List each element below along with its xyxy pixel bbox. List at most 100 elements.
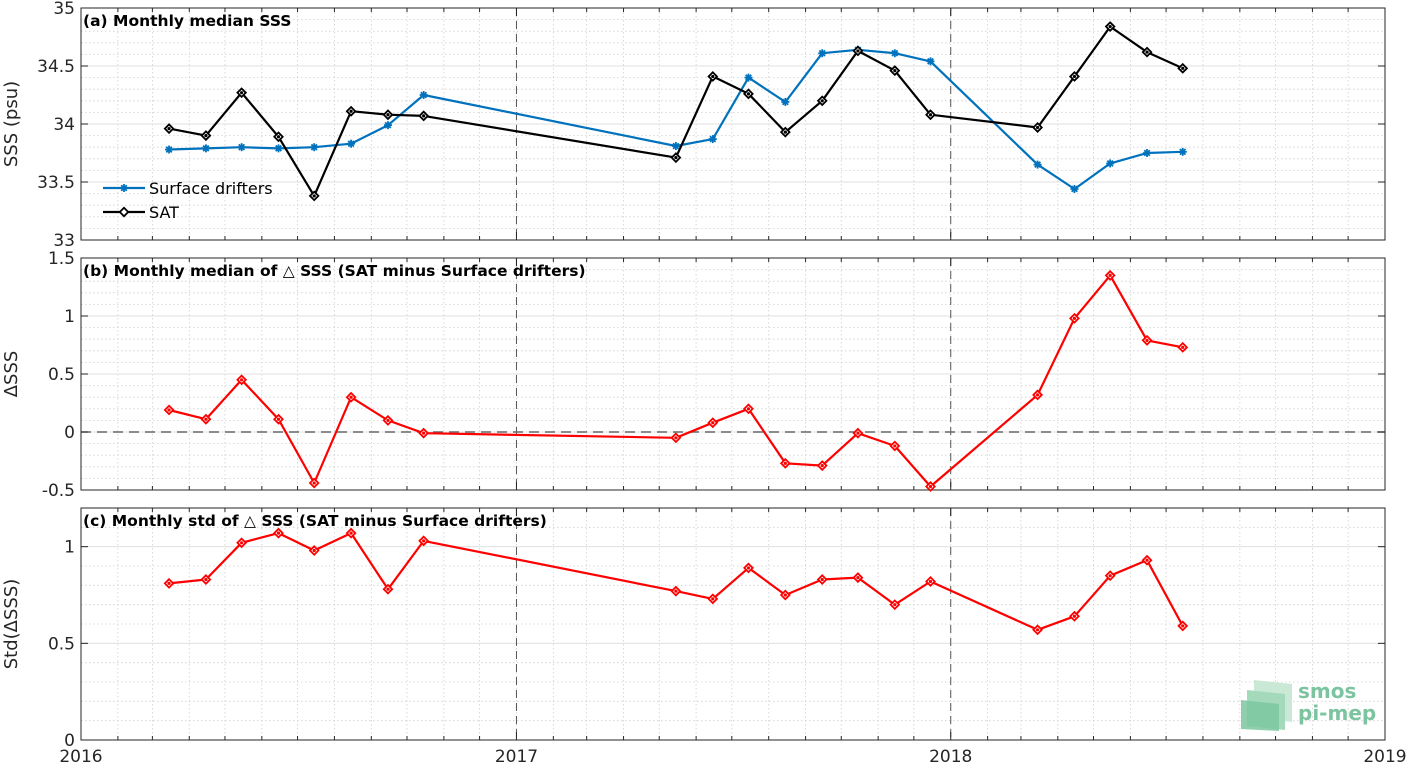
- data-point-center: [820, 577, 824, 582]
- data-point: [383, 121, 392, 130]
- x-tick-label: 2018: [929, 747, 972, 767]
- data-point-center: [928, 484, 933, 489]
- y-tick-label: 0.5: [48, 634, 75, 654]
- data-point-center: [711, 421, 715, 425]
- y-tick-label: 0: [64, 423, 75, 443]
- data-point-center: [349, 109, 353, 113]
- y-tick-label: 1: [64, 538, 75, 558]
- data-point-center: [204, 134, 208, 138]
- data-point-center: [167, 408, 171, 412]
- data-point-center: [820, 464, 824, 468]
- data-point-center: [204, 577, 208, 582]
- data-point: [744, 73, 753, 82]
- data-point-center: [746, 92, 751, 96]
- y-tick-label: 1.5: [48, 249, 75, 269]
- legend-label: SAT: [149, 203, 179, 222]
- data-point-center: [167, 127, 171, 131]
- data-point: [347, 139, 356, 148]
- data-point-center: [240, 378, 244, 382]
- smos-pi-mep-logo: smos pi-mep: [1241, 679, 1376, 731]
- y-tick-label: 34: [53, 115, 75, 135]
- data-point: [818, 49, 827, 58]
- data-point: [671, 142, 680, 151]
- data-point-center: [711, 597, 715, 601]
- data-point-center: [1181, 624, 1185, 628]
- data-point-center: [893, 69, 897, 73]
- series-delta-sss: [163, 269, 1189, 492]
- data-point-center: [167, 581, 171, 586]
- x-tick-label: 2019: [1363, 747, 1406, 767]
- data-point: [274, 144, 283, 153]
- data-point: [419, 91, 428, 99]
- data-point-center: [1145, 558, 1149, 562]
- data-point-center: [1108, 574, 1112, 578]
- data-point: [781, 97, 790, 106]
- data-point-center: [386, 587, 390, 591]
- y-tick-label: 34.5: [37, 57, 75, 77]
- data-point-center: [820, 99, 824, 103]
- panel-title: (b) Monthly median of △ SSS (SAT minus S…: [83, 262, 586, 280]
- series-surface-drifters: [165, 45, 1187, 193]
- data-point-center: [928, 113, 933, 117]
- data-point-center: [928, 579, 933, 584]
- y-tick-label: -0.5: [42, 481, 75, 501]
- data-point-center: [893, 603, 897, 607]
- data-point-center: [1072, 74, 1077, 79]
- panel-title: (c) Monthly std of △ SSS (SAT minus Surf…: [83, 512, 547, 530]
- data-point-center: [1072, 614, 1077, 618]
- data-point-center: [386, 113, 390, 117]
- x-tick-label: 2017: [495, 747, 538, 767]
- data-point-center: [312, 481, 316, 485]
- logo-text-line2: pi-mep: [1298, 701, 1376, 725]
- panel-c: 0 0.5 1 2016 2017 2018 2019 Std(ΔSSS) (c) Monthl…: [1, 507, 1407, 767]
- y-tick-label: 35: [53, 0, 75, 19]
- data-point-center: [1181, 66, 1185, 70]
- y-tick-label: 0: [64, 731, 75, 751]
- data-point-center: [422, 539, 426, 543]
- data-point-center: [312, 194, 316, 198]
- data-point-center: [783, 130, 787, 134]
- legend-marker: [118, 206, 130, 218]
- data-point-center: [711, 74, 715, 79]
- data-point-center: [1035, 628, 1040, 632]
- data-point-center: [386, 418, 390, 422]
- data-point-center: [1145, 338, 1149, 342]
- data-point: [890, 49, 899, 58]
- data-point: [165, 145, 174, 154]
- data-point-center: [240, 541, 244, 545]
- panel-a: 33 33.5 34 34.5 35 SSS (psu) (a) Monthly media…: [1, 0, 1386, 251]
- data-point: [926, 57, 935, 66]
- data-point: [1143, 149, 1152, 157]
- data-point: [237, 143, 246, 152]
- data-point: [708, 135, 717, 144]
- data-point-center: [893, 444, 897, 448]
- data-point-center: [422, 431, 426, 435]
- legend-label: Surface drifters: [149, 179, 273, 198]
- data-point-center: [349, 531, 353, 535]
- series-sat: [163, 21, 1189, 202]
- data-point-center: [746, 566, 751, 570]
- y-tick-label: 1: [64, 307, 75, 327]
- data-point: [1070, 184, 1079, 193]
- data-point: [1033, 160, 1042, 169]
- x-tick-label: 2016: [59, 747, 102, 767]
- data-point: [310, 143, 319, 152]
- logo-icon: [1241, 680, 1292, 731]
- data-point-center: [240, 91, 244, 95]
- data-point-center: [276, 531, 281, 535]
- y-tick-label: 33.5: [37, 173, 75, 193]
- data-point-center: [674, 589, 678, 593]
- y-axis-label: Std(ΔSSS): [1, 579, 22, 670]
- data-point-center: [783, 461, 787, 465]
- y-axis-label: ΔSSS: [1, 351, 22, 398]
- data-point-center: [1181, 345, 1185, 349]
- data-point-center: [1035, 125, 1040, 130]
- data-point-center: [1072, 316, 1077, 320]
- data-point-center: [422, 114, 426, 118]
- data-point-center: [204, 417, 208, 421]
- logo-text-line1: smos: [1298, 679, 1356, 703]
- data-point-center: [1108, 273, 1112, 277]
- data-point-center: [856, 49, 860, 53]
